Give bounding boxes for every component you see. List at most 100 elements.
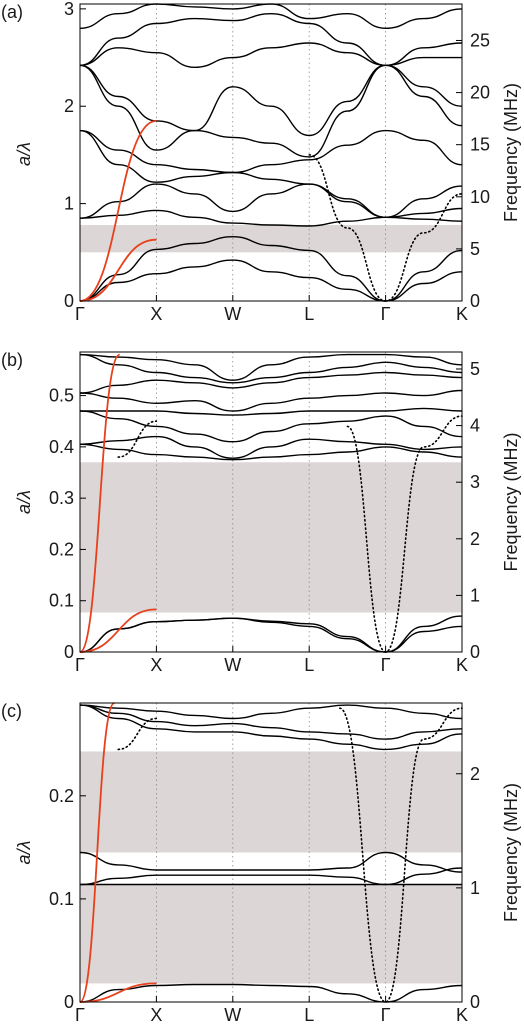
x-tick-label: W (224, 1005, 241, 1024)
y-tick-label: 0 (64, 291, 74, 311)
band-line (79, 353, 463, 381)
x-tick-label: Γ (75, 655, 85, 675)
chart-panel-3: 0 0.1 0.2 0 1 2 Γ X W L Γ K (c) a/λ Frequency (MHz) (1, 701, 521, 1024)
band-line (79, 443, 463, 461)
band-gap-shading (80, 751, 462, 853)
band-line (79, 209, 463, 227)
y-tick-label: 0.2 (49, 539, 74, 559)
band-line (79, 259, 463, 302)
panel-label: (a) (1, 2, 23, 22)
sound-line (79, 608, 157, 653)
sound-line (79, 353, 121, 653)
plot-frame (79, 702, 463, 1003)
x-tick-label: Γ (381, 304, 391, 324)
band-line (79, 42, 462, 69)
x-tick-label: L (304, 1005, 314, 1024)
y2-tick-label: 2 (470, 529, 480, 549)
y2-tick-label: 0 (470, 642, 480, 662)
band-line (79, 64, 463, 158)
band-line (79, 617, 463, 653)
band-line (79, 435, 463, 459)
y2-tick-label: 0 (470, 992, 480, 1012)
band-line (79, 12, 463, 67)
y-tick-label: 2 (64, 96, 74, 116)
y2-tick-label: 3 (470, 472, 480, 492)
sound-line (79, 120, 157, 302)
band-line (79, 851, 463, 873)
band-line (79, 407, 463, 416)
y2-axis-title: Frequency (MHz) (501, 783, 521, 922)
y2-tick-label: 1 (470, 585, 480, 605)
dotted-band-line (117, 717, 158, 751)
dotted-band-line (117, 420, 158, 458)
sound-line (79, 238, 157, 302)
band-line (79, 129, 463, 219)
band-gap-shading (80, 884, 462, 984)
band-line (79, 129, 463, 174)
y-tick-label: 0.3 (49, 488, 74, 508)
x-tick-label: L (304, 304, 314, 324)
y-tick-label: 0.5 (49, 386, 74, 406)
y2-tick-label: 0 (470, 291, 480, 311)
y-axis-title: a/λ (14, 841, 34, 865)
y2-axis-title: Frequency (MHz) (501, 432, 521, 571)
y2-tick-label: 5 (470, 359, 480, 379)
band-line (79, 3, 463, 30)
y-tick-label: 0.1 (49, 889, 74, 909)
panel-label: (c) (1, 701, 22, 721)
y-axis-title: a/λ (14, 490, 34, 514)
band-line (79, 183, 463, 219)
y2-tick-label: 1 (470, 878, 480, 898)
y-tick-label: 3 (64, 0, 74, 19)
x-tick-label: L (304, 655, 314, 675)
y-axis-title: a/λ (14, 142, 34, 166)
band-gap-shading (80, 462, 462, 613)
x-tick-label: K (456, 304, 468, 324)
band-line (79, 353, 463, 384)
y2-tick-label: 20 (470, 83, 490, 103)
band-line (79, 704, 463, 720)
band-line (79, 389, 463, 412)
chart-panel-2: 0 0.1 0.2 0.3 0.4 0.5 0 1 2 3 4 5 Γ X W L Γ K (b) a/λ Freque… (1, 350, 521, 675)
x-tick-label: X (150, 655, 162, 675)
band-gap-shading (80, 225, 462, 253)
y2-axis-title: Frequency (MHz) (501, 83, 521, 222)
x-tick-label: K (456, 655, 468, 675)
band-line (79, 983, 463, 1003)
x-tick-label: X (150, 1005, 162, 1024)
band-line (79, 867, 463, 886)
dotted-band-line (339, 707, 463, 1003)
y-tick-label: 0 (64, 992, 74, 1012)
x-tick-label: K (456, 1005, 468, 1024)
y-tick-label: 0 (64, 642, 74, 662)
y2-tick-label: 2 (470, 764, 480, 784)
y2-tick-label: 5 (470, 239, 480, 259)
sound-line (79, 702, 116, 1003)
y-tick-label: 0.1 (49, 591, 74, 611)
sound-line (79, 982, 157, 1003)
y2-tick-label: 15 (470, 135, 490, 155)
y2-tick-label: 4 (470, 416, 480, 436)
x-tick-label: Γ (75, 304, 85, 324)
band-line (79, 410, 463, 443)
x-tick-label: Γ (381, 655, 391, 675)
y2-tick-label: 25 (470, 30, 490, 50)
band-line (79, 704, 463, 751)
x-tick-label: Γ (75, 1005, 85, 1024)
plot-frame (79, 351, 463, 653)
chart-panel-1: 0 1 2 3 0 5 10 15 20 25 Γ X W L Γ K (a) a/λ Frequency (MHz… (1, 0, 521, 324)
x-tick-label: X (150, 304, 162, 324)
x-tick-label: W (224, 655, 241, 675)
band-line (79, 704, 463, 740)
panel-label: (b) (1, 350, 23, 370)
band-line (79, 615, 463, 653)
band-line (79, 371, 463, 394)
x-tick-label: Γ (381, 1005, 391, 1024)
y2-tick-label: 10 (470, 187, 490, 207)
y-tick-label: 0.4 (49, 437, 74, 457)
y-tick-label: 1 (64, 194, 74, 214)
y-tick-label: 0.2 (49, 786, 74, 806)
band-line (79, 235, 463, 302)
plot-frame (79, 3, 463, 302)
